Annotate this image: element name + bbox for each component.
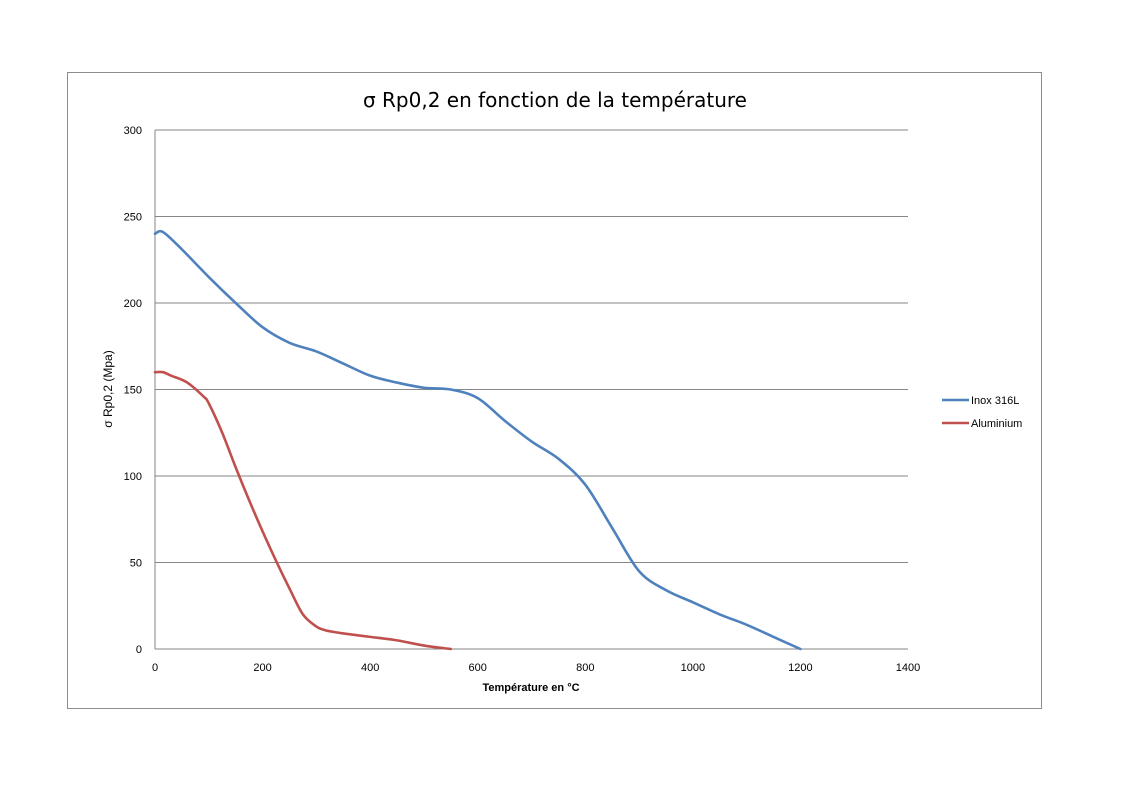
chart-frame: σ Rp0,2 en fonction de la température 0 5… bbox=[67, 72, 1042, 709]
y-tick-labels: 0 50 100 150 200 250 300 bbox=[124, 125, 142, 656]
series-lines bbox=[153, 229, 802, 651]
legend: Inox 316L Aluminium bbox=[942, 395, 1022, 430]
x-tick-label: 800 bbox=[576, 662, 594, 674]
x-tick-label: 0 bbox=[152, 662, 158, 674]
legend-label: Inox 316L bbox=[971, 395, 1019, 407]
y-tick-label: 250 bbox=[124, 212, 142, 224]
x-tick-labels: 0 200 400 600 800 1000 1200 1400 bbox=[152, 662, 920, 674]
y-tick-label: 0 bbox=[136, 644, 142, 656]
x-tick-label: 400 bbox=[361, 662, 379, 674]
x-tick-label: 600 bbox=[469, 662, 487, 674]
y-tick-label: 50 bbox=[130, 558, 142, 570]
legend-label: Aluminium bbox=[971, 418, 1022, 430]
x-tick-label: 200 bbox=[253, 662, 271, 674]
chart-title: σ Rp0,2 en fonction de la température bbox=[363, 88, 747, 112]
x-tick-label: 1200 bbox=[788, 662, 812, 674]
axis-lines bbox=[154, 130, 908, 650]
y-tick-label: 200 bbox=[124, 298, 142, 310]
y-tick-label: 300 bbox=[124, 125, 142, 137]
y-tick-label: 150 bbox=[124, 385, 142, 397]
y-tick-label: 100 bbox=[124, 471, 142, 483]
grid-lines bbox=[155, 129, 908, 563]
series-line-aluminium bbox=[153, 370, 453, 651]
series-line-inox-316l bbox=[153, 229, 802, 651]
x-axis-title: Température en °C bbox=[482, 682, 579, 694]
x-tick-label: 1000 bbox=[681, 662, 705, 674]
y-axis-title: σ Rp0,2 (Mpa) bbox=[101, 350, 115, 427]
chart-svg: σ Rp0,2 en fonction de la température 0 5… bbox=[101, 88, 1022, 694]
x-tick-label: 1400 bbox=[896, 662, 920, 674]
